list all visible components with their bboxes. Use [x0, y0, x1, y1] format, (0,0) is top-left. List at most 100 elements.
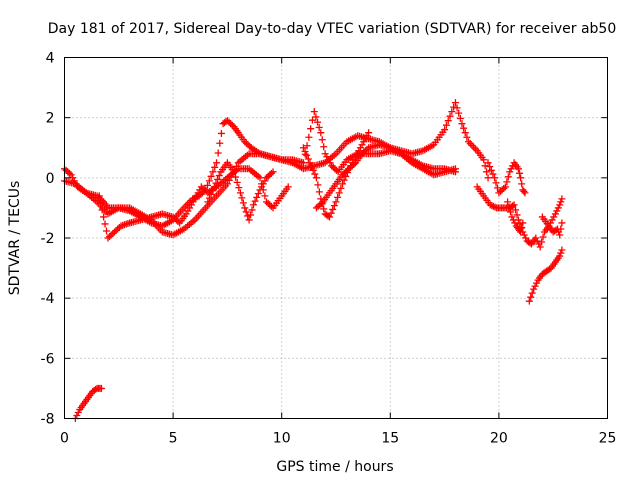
data-point: [557, 249, 565, 257]
series-track-3: [95, 165, 292, 242]
x-tick-label: 15: [381, 431, 399, 447]
data-point: [314, 181, 322, 189]
data-point: [104, 234, 112, 242]
data-point: [307, 125, 315, 133]
data-point: [315, 123, 323, 131]
data-point: [461, 129, 469, 137]
data-point: [207, 190, 215, 198]
data-point: [527, 293, 535, 301]
data-point: [205, 177, 213, 185]
data-point: [314, 202, 322, 210]
data-point: [241, 138, 249, 146]
data-point: [334, 193, 342, 201]
data-point: [314, 118, 322, 126]
data-point: [325, 213, 333, 221]
data-point: [214, 149, 222, 157]
data-point: [522, 234, 530, 242]
series-track-10: [538, 195, 566, 230]
data-point: [492, 179, 500, 187]
data-point: [343, 166, 351, 174]
data-point: [518, 223, 526, 231]
data-point: [228, 121, 236, 129]
data-point: [312, 174, 320, 182]
data-point: [299, 159, 307, 167]
data-point: [207, 172, 215, 180]
data-point: [97, 384, 105, 392]
data-point: [557, 198, 565, 206]
data-point: [216, 139, 224, 147]
data-point: [335, 189, 343, 197]
data-point: [321, 150, 329, 158]
data-point: [525, 297, 533, 305]
data-point: [506, 168, 514, 176]
data-point: [303, 142, 311, 150]
data-point: [497, 187, 505, 195]
data-point: [304, 155, 312, 163]
data-point: [110, 228, 118, 236]
data-point: [326, 159, 334, 167]
data-point: [227, 120, 235, 128]
data-point: [324, 156, 332, 164]
data-point: [232, 173, 240, 181]
data-point: [327, 209, 335, 217]
data-point: [213, 159, 221, 167]
data-point: [345, 165, 353, 173]
data-point: [519, 219, 527, 227]
data-point: [530, 285, 538, 293]
data-point: [553, 207, 561, 215]
data-point: [340, 169, 348, 177]
data-point: [317, 199, 325, 207]
data-point: [337, 184, 345, 192]
data-point: [317, 129, 325, 137]
data-point: [507, 165, 515, 173]
data-point: [501, 183, 509, 191]
data-point: [451, 99, 459, 107]
data-point: [484, 174, 492, 182]
data-point: [510, 201, 518, 209]
data-point: [453, 104, 461, 112]
data-point: [329, 205, 337, 213]
data-point: [256, 174, 264, 182]
data-point: [209, 168, 217, 176]
data-point: [305, 133, 313, 141]
data-point: [192, 192, 200, 200]
data-point: [458, 120, 466, 128]
data-point: [74, 408, 82, 416]
data-point: [528, 289, 536, 297]
data-point: [241, 204, 249, 212]
data-point: [312, 204, 320, 212]
data-point: [258, 183, 266, 191]
data-point: [503, 178, 511, 186]
data-point: [266, 171, 274, 179]
data-point: [242, 208, 250, 216]
series-track-7: [484, 159, 529, 197]
data-point: [506, 208, 514, 216]
y-tick-label: 0: [46, 171, 55, 187]
data-point: [109, 229, 117, 237]
data-point: [169, 213, 177, 221]
data-point: [358, 141, 366, 149]
data-point: [342, 168, 350, 176]
data-point: [504, 173, 512, 181]
data-point: [551, 210, 559, 218]
data-point: [333, 166, 341, 174]
data-point: [513, 211, 521, 219]
data-point: [301, 148, 309, 156]
data-point: [269, 168, 277, 176]
data-point: [215, 172, 223, 180]
data-point: [446, 112, 454, 120]
data-point: [358, 150, 366, 158]
data-point: [448, 108, 456, 116]
data-point: [556, 201, 564, 209]
data-point: [328, 162, 336, 170]
data-point: [197, 183, 205, 191]
x-tick-label: 20: [490, 431, 508, 447]
data-point: [444, 117, 452, 125]
data-point: [316, 201, 324, 209]
data-point: [441, 126, 449, 134]
series-track-4: [204, 159, 277, 224]
series-track-12: [71, 384, 105, 422]
data-point: [491, 174, 499, 182]
data-point: [62, 166, 70, 174]
data-point: [361, 135, 369, 143]
